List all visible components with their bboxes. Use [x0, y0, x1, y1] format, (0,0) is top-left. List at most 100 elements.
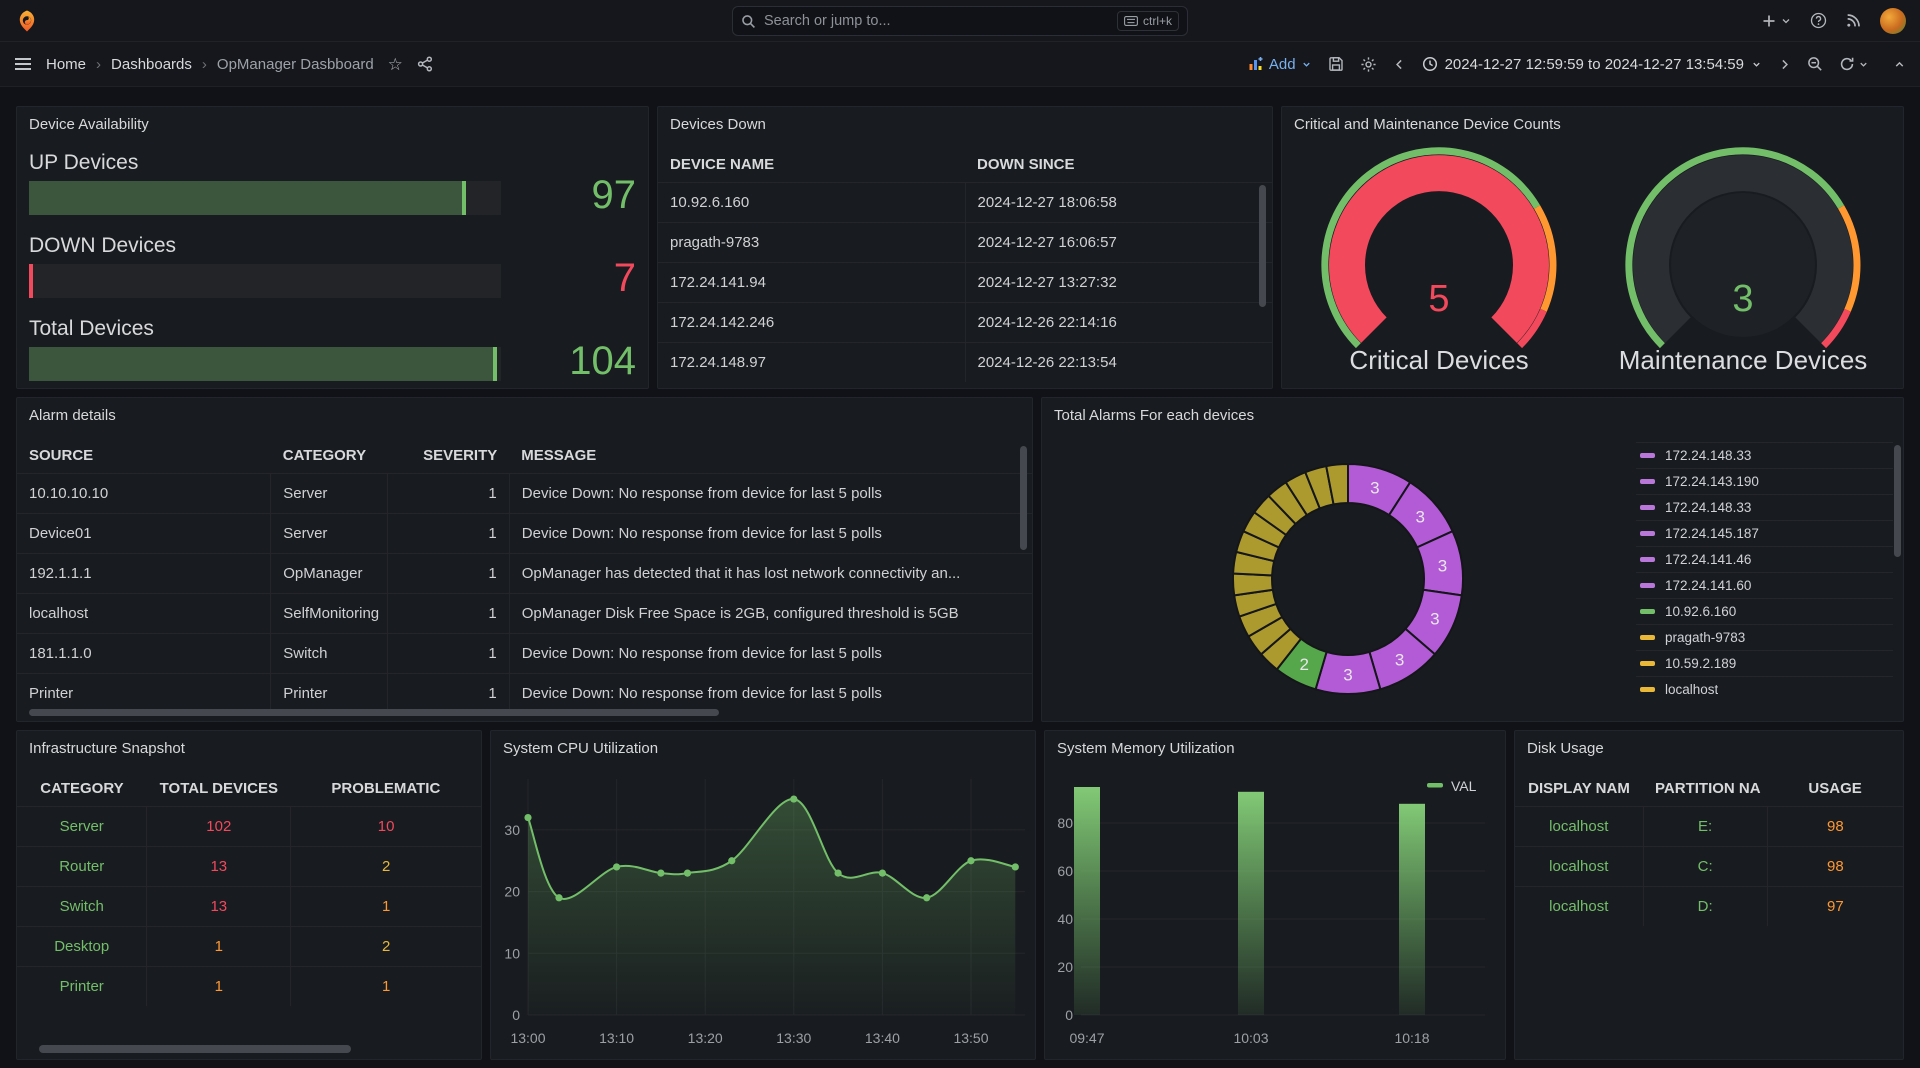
panel-title[interactable]: Total Alarms For each devices	[1054, 407, 1255, 424]
donut-segment-label: 3	[1430, 610, 1439, 629]
refresh-icon	[1840, 57, 1854, 71]
table-cell: C:	[1642, 846, 1768, 887]
panel-title[interactable]: Critical and Maintenance Device Counts	[1294, 116, 1561, 133]
table-row: 172.24.142.246 2024-12-26 22:14:16	[658, 302, 1272, 343]
column-header[interactable]: PROBLEMATIC	[331, 780, 441, 797]
table-cell: Desktop	[17, 926, 147, 967]
chart-legend: 172.24.148.33 172.24.143.190 172.24.148.33…	[1636, 442, 1893, 715]
column-header[interactable]: DISPLAY NAM	[1528, 780, 1630, 797]
legend-label[interactable]: VAL	[1451, 778, 1477, 794]
favorite-star-button[interactable]: ☆	[387, 54, 403, 74]
donut-segment-label: 3	[1438, 556, 1447, 575]
vertical-scrollbar[interactable]	[1020, 446, 1027, 550]
user-avatar[interactable]	[1880, 7, 1906, 34]
panel-title[interactable]: Disk Usage	[1527, 740, 1604, 757]
legend-item[interactable]: 172.24.145.187	[1636, 520, 1893, 546]
column-header[interactable]: SEVERITY	[423, 447, 498, 464]
vertical-scrollbar[interactable]	[1894, 445, 1901, 557]
table-cell: 1	[386, 473, 510, 514]
panel-title[interactable]: Device Availability	[29, 116, 149, 133]
column-header[interactable]: DEVICE NAME	[670, 156, 775, 173]
legend-item[interactable]: pragath-9783	[1636, 624, 1893, 650]
column-header[interactable]: MESSAGE	[521, 447, 597, 464]
column-header[interactable]: SOURCE	[29, 447, 94, 464]
legend-item[interactable]: 172.24.148.33	[1636, 442, 1893, 468]
new-menu-button[interactable]	[1761, 13, 1792, 29]
table-cell: localhost	[1515, 846, 1644, 887]
legend-item[interactable]: 172.24.143.190	[1636, 468, 1893, 494]
grafana-logo[interactable]	[14, 8, 40, 34]
column-header[interactable]: PARTITION NA	[1655, 780, 1761, 797]
breadcrumb-item[interactable]: Home	[46, 55, 87, 73]
legend-swatch	[1640, 687, 1655, 692]
horizontal-scrollbar[interactable]	[29, 709, 719, 716]
column-header[interactable]: CATEGORY	[40, 780, 124, 797]
news-button[interactable]	[1845, 12, 1862, 29]
table-cell: Server	[17, 806, 147, 847]
bar-gauge-fill	[29, 347, 497, 381]
table-cell: 97	[1766, 886, 1903, 926]
column-header[interactable]: CATEGORY	[282, 447, 367, 464]
zoom-out-time-button[interactable]	[1807, 56, 1823, 72]
vertical-scrollbar[interactable]	[1259, 185, 1266, 307]
legend-item[interactable]: 10.59.2.189	[1636, 650, 1893, 676]
table-cell: 2	[290, 926, 481, 967]
table-row: Switch 13 1	[17, 886, 481, 927]
legend-item[interactable]: 172.24.141.60	[1636, 572, 1893, 598]
legend-label: 172.24.145.187	[1665, 526, 1759, 541]
table-cell: Switch	[17, 886, 147, 927]
table-cell: Device Down: No response from device for…	[508, 473, 1032, 514]
table-cell: 181.1.1.0	[17, 633, 271, 674]
gear-icon	[1360, 56, 1376, 72]
time-range-forward-button[interactable]	[1778, 58, 1791, 71]
y-axis-tick: 0	[1065, 1007, 1073, 1023]
legend-label: 172.24.141.60	[1665, 578, 1752, 593]
donut-segment-label: 2	[1300, 655, 1309, 674]
legend-item[interactable]: 10.92.6.160	[1636, 598, 1893, 624]
legend-item[interactable]: 172.24.148.33	[1636, 494, 1893, 520]
horizontal-scrollbar[interactable]	[39, 1045, 351, 1053]
panel-title[interactable]: Alarm details	[29, 407, 116, 424]
search-input[interactable]: Search or jump to... ctrl+k	[732, 6, 1188, 36]
rss-icon	[1847, 14, 1860, 27]
shortcut-text: ctrl+k	[1142, 14, 1172, 28]
collapse-toolbar-button[interactable]	[1893, 58, 1906, 71]
table-cell: 2024-12-27 18:06:58	[964, 182, 1272, 223]
panel-title[interactable]: Infrastructure Snapshot	[29, 740, 185, 757]
legend-label: 172.24.148.33	[1665, 448, 1752, 463]
legend-item[interactable]: 172.24.141.46	[1636, 546, 1893, 572]
legend-item[interactable]: localhost	[1636, 676, 1893, 702]
help-button[interactable]	[1810, 12, 1827, 29]
chevron-down-icon	[1860, 62, 1867, 67]
column-header[interactable]: TOTAL DEVICES	[159, 780, 278, 797]
add-panel-button[interactable]: Add	[1248, 56, 1312, 73]
chevron-left-icon	[1395, 59, 1402, 69]
data-point	[555, 894, 563, 902]
legend-swatch	[1640, 505, 1655, 510]
panel-title[interactable]: Devices Down	[670, 116, 766, 133]
panel-device-availability: Device Availability UP Devices 97 DOWN Dev…	[16, 106, 649, 389]
bar-gauge-value: 104	[569, 339, 636, 383]
dashboard-settings-button[interactable]	[1360, 56, 1377, 73]
breadcrumb-item: OpManager Dasbboard	[216, 55, 374, 73]
search-placeholder: Search or jump to...	[764, 13, 891, 29]
time-range-text: 2024-12-27 12:59:59 to 2024-12-27 13:54:…	[1444, 55, 1744, 73]
bar-gauge-track	[29, 181, 501, 215]
column-header[interactable]: USAGE	[1808, 780, 1862, 797]
share-button[interactable]	[417, 56, 433, 72]
bar-gauge-row: Total Devices 104	[29, 317, 636, 388]
time-range-back-button[interactable]	[1393, 58, 1406, 71]
save-dashboard-button[interactable]	[1328, 56, 1344, 72]
panel-title[interactable]: System Memory Utilization	[1057, 740, 1235, 757]
menu-toggle-button[interactable]	[14, 57, 32, 71]
data-point	[1011, 863, 1019, 871]
table-cell: localhost	[1515, 806, 1644, 847]
panel-title[interactable]: System CPU Utilization	[503, 740, 659, 757]
table-cell: Printer	[270, 673, 388, 713]
refresh-button[interactable]	[1839, 56, 1869, 72]
column-header[interactable]: DOWN SINCE	[977, 156, 1075, 173]
breadcrumb-item[interactable]: Dashboards	[111, 55, 192, 73]
zoom-out-icon	[1808, 57, 1822, 71]
time-range-picker[interactable]: 2024-12-27 12:59:59 to 2024-12-27 13:54:…	[1422, 56, 1762, 73]
y-axis-tick: 20	[504, 884, 520, 900]
